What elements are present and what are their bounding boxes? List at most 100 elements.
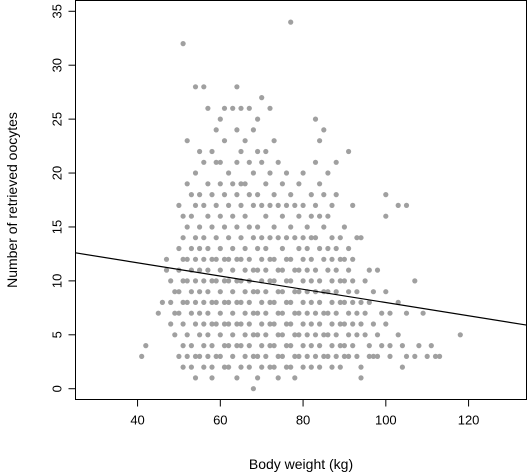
data-point — [325, 267, 331, 273]
data-point — [234, 343, 240, 349]
data-point — [341, 321, 347, 327]
y-axis: 0 5 10 15 20 25 30 35 — [50, 4, 76, 392]
y-tick-label: 35 — [50, 4, 65, 18]
data-point — [234, 299, 240, 305]
data-point — [325, 213, 331, 219]
data-point — [304, 353, 310, 359]
x-tick-label: 40 — [130, 413, 144, 428]
data-point — [267, 343, 273, 349]
data-point — [163, 267, 170, 273]
data-point — [197, 245, 203, 252]
data-point — [267, 256, 273, 262]
data-point — [312, 116, 319, 122]
data-point — [246, 192, 252, 198]
data-point — [180, 256, 186, 262]
data-point — [288, 224, 294, 230]
data-point — [416, 343, 422, 349]
data-point — [221, 364, 228, 370]
data-point — [292, 202, 298, 208]
data-point — [242, 181, 248, 187]
data-point — [205, 289, 211, 295]
data-point — [333, 332, 339, 338]
data-point — [259, 299, 265, 305]
data-point — [321, 127, 327, 133]
data-point — [279, 353, 285, 359]
data-point — [209, 192, 215, 198]
data-point — [139, 353, 145, 359]
data-point — [292, 267, 298, 273]
data-point — [300, 170, 306, 176]
data-point — [308, 192, 314, 198]
data-point — [296, 181, 302, 187]
data-point — [197, 332, 203, 338]
data-point — [255, 332, 261, 338]
data-point — [242, 267, 248, 273]
data-point — [341, 299, 347, 305]
data-point — [271, 364, 277, 370]
data-point — [308, 299, 314, 305]
data-point — [188, 289, 194, 295]
data-point — [250, 332, 256, 338]
data-point — [283, 235, 290, 241]
data-point — [192, 278, 199, 284]
data-point — [197, 148, 203, 155]
data-point — [329, 235, 335, 241]
data-point — [300, 299, 306, 305]
data-point — [275, 353, 281, 359]
data-point — [217, 289, 223, 295]
data-point — [242, 310, 248, 316]
y-axis-title: Number of retrieved oocytes — [4, 112, 20, 288]
data-point — [267, 105, 273, 111]
data-point — [283, 321, 290, 327]
data-point — [221, 256, 228, 262]
data-point — [184, 278, 190, 284]
data-point — [283, 343, 290, 349]
data-point — [317, 138, 323, 144]
data-point — [205, 181, 211, 187]
data-point — [271, 138, 277, 144]
data-point — [238, 256, 244, 262]
data-point — [201, 321, 207, 327]
data-point — [321, 256, 327, 262]
data-point — [180, 299, 186, 305]
data-point — [226, 299, 232, 305]
data-point — [209, 148, 215, 155]
data-point — [263, 267, 269, 273]
data-point — [250, 235, 256, 241]
data-point — [312, 310, 319, 316]
data-point — [197, 353, 203, 359]
data-point — [263, 245, 269, 252]
data-point — [263, 213, 269, 219]
data-point — [238, 105, 244, 111]
data-point — [192, 321, 199, 327]
data-point — [184, 332, 190, 338]
data-point — [221, 105, 228, 111]
data-point — [321, 332, 327, 338]
data-point — [255, 148, 261, 155]
data-point — [168, 278, 174, 284]
data-point — [292, 289, 298, 295]
data-point — [325, 332, 331, 338]
data-point — [271, 256, 277, 262]
data-point — [300, 235, 306, 241]
data-point — [346, 267, 352, 273]
data-point — [259, 159, 265, 165]
data-point — [403, 353, 410, 359]
data-point — [226, 343, 232, 349]
data-point — [350, 202, 356, 208]
data-point — [412, 353, 418, 359]
data-point — [300, 343, 306, 349]
data-point — [304, 310, 310, 316]
data-point — [267, 364, 273, 370]
data-point — [333, 192, 339, 198]
data-point — [370, 353, 376, 359]
data-point — [379, 343, 385, 349]
data-point — [184, 256, 190, 262]
data-point — [234, 375, 240, 381]
data-point — [205, 332, 211, 338]
data-point — [176, 310, 182, 316]
data-point — [346, 289, 352, 295]
data-point — [283, 278, 290, 284]
data-point — [217, 245, 223, 252]
data-point — [362, 332, 368, 338]
